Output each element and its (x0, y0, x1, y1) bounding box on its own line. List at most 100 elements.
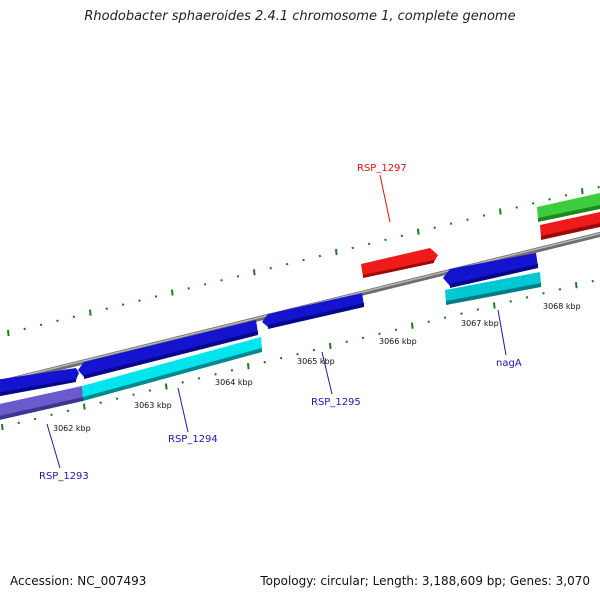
scale-labels: 3062 kbp 3063 kbp 3064 kbp 3065 kbp 3066… (53, 302, 581, 433)
gene-label-rsp1295[interactable]: RSP_1295 (311, 397, 361, 408)
inner-major-tick (1, 423, 4, 431)
outer-minor-tick (564, 194, 568, 197)
rsp1294-gene[interactable] (78, 320, 258, 379)
inner-major-tick (329, 342, 332, 350)
tick-label-3064: 3064 kbp (215, 378, 253, 387)
rsp1293-cds[interactable] (0, 386, 83, 421)
tick-label-3067: 3067 kbp (461, 319, 499, 328)
inner-minor-tick (99, 401, 102, 404)
inner-major-tick (83, 403, 86, 410)
inner-major-tick (575, 282, 578, 289)
naga-cds[interactable] (445, 272, 541, 305)
outer-minor-tick (56, 319, 59, 323)
inner-minor-tick (197, 377, 201, 380)
outer-minor-tick (203, 283, 207, 286)
inner-minor-tick (525, 296, 529, 299)
outer-tick-track (7, 185, 600, 337)
outer-minor-tick (302, 258, 305, 262)
outer-minor-tick (72, 315, 76, 319)
inner-minor-tick (591, 279, 594, 283)
inner-minor-tick (345, 340, 348, 344)
genome-summary-label: Topology: circular; Length: 3,188,609 bp… (260, 574, 590, 588)
inner-minor-tick (427, 320, 430, 323)
gene-label-rsp1293[interactable]: RSP_1293 (39, 471, 89, 482)
feature-track (0, 193, 600, 421)
outer-minor-tick (449, 222, 453, 225)
outer-minor-tick (548, 198, 551, 201)
inner-minor-tick (361, 336, 365, 340)
outer-minor-tick (597, 185, 600, 189)
accession-label: Accession: NC_007493 (10, 574, 147, 588)
outer-major-tick (171, 289, 174, 296)
outer-minor-tick (138, 299, 141, 302)
inner-minor-tick (263, 360, 266, 364)
inner-major-tick (165, 383, 168, 390)
naga-gene[interactable] (443, 253, 538, 288)
inner-minor-tick (460, 312, 463, 315)
edge-green-gene[interactable] (537, 193, 600, 222)
gene-label-leaders (46, 174, 507, 469)
inner-minor-tick (17, 421, 20, 425)
outer-minor-tick (39, 323, 43, 327)
outer-minor-tick (384, 238, 387, 242)
tick-label-3063: 3063 kbp (134, 401, 172, 410)
outer-minor-tick (23, 327, 26, 331)
inner-minor-tick (230, 369, 234, 372)
gene-label-naga[interactable]: nagA (496, 358, 522, 369)
tick-label-3062: 3062 kbp (53, 424, 91, 433)
outer-minor-tick (466, 218, 469, 221)
outer-major-tick (253, 269, 256, 276)
edge-red-gene[interactable] (540, 212, 600, 240)
inner-minor-tick (558, 288, 562, 291)
inner-major-tick (493, 302, 496, 309)
inner-minor-tick (443, 316, 447, 319)
outer-major-tick (335, 248, 338, 256)
inner-minor-tick (296, 352, 299, 356)
inner-major-tick (247, 363, 250, 370)
gene-labels: RSP_1293 RSP_1294 RSP_1295 RSP_1297 nagA (39, 163, 522, 482)
rsp1294-cds[interactable] (82, 337, 262, 401)
inner-minor-tick (378, 332, 381, 336)
inner-minor-tick (115, 397, 119, 400)
outer-minor-tick (482, 214, 486, 217)
outer-major-tick (7, 329, 10, 337)
inner-minor-tick (476, 308, 480, 311)
outer-minor-tick (367, 242, 371, 246)
tick-label-3068: 3068 kbp (543, 302, 581, 311)
outer-major-tick (581, 188, 584, 195)
inner-major-tick (411, 322, 414, 329)
outer-major-tick (89, 309, 92, 316)
inner-minor-tick (394, 328, 398, 332)
outer-minor-tick (236, 275, 240, 278)
outer-minor-tick (154, 295, 158, 298)
rsp1297-gene[interactable] (361, 248, 438, 278)
inner-minor-tick (214, 373, 217, 376)
outer-major-tick (417, 228, 420, 235)
inner-minor-tick (50, 413, 53, 417)
outer-minor-tick (187, 287, 190, 290)
inner-minor-tick (66, 409, 70, 413)
outer-minor-tick (220, 279, 223, 282)
outer-minor-tick (433, 226, 436, 229)
outer-minor-tick (269, 266, 272, 270)
inner-minor-tick (132, 393, 135, 396)
outer-minor-tick (105, 307, 108, 310)
outer-minor-tick (285, 262, 289, 266)
inner-tick-track (1, 279, 594, 431)
outer-major-tick (499, 208, 502, 215)
rsp1295-gene[interactable] (262, 293, 364, 329)
outer-minor-tick (515, 206, 518, 209)
inner-minor-tick (279, 356, 283, 360)
gene-label-rsp1297[interactable]: RSP_1297 (357, 163, 407, 174)
gene-label-rsp1294[interactable]: RSP_1294 (168, 434, 218, 445)
tick-label-3065: 3065 kbp (297, 357, 335, 366)
outer-minor-tick (121, 303, 125, 306)
inner-minor-tick (312, 348, 316, 352)
inner-minor-tick (181, 381, 184, 384)
tick-label-3066: 3066 kbp (379, 337, 417, 346)
rsp1293-gene[interactable] (0, 368, 79, 397)
inner-minor-tick (542, 292, 545, 295)
inner-minor-tick (148, 389, 152, 392)
